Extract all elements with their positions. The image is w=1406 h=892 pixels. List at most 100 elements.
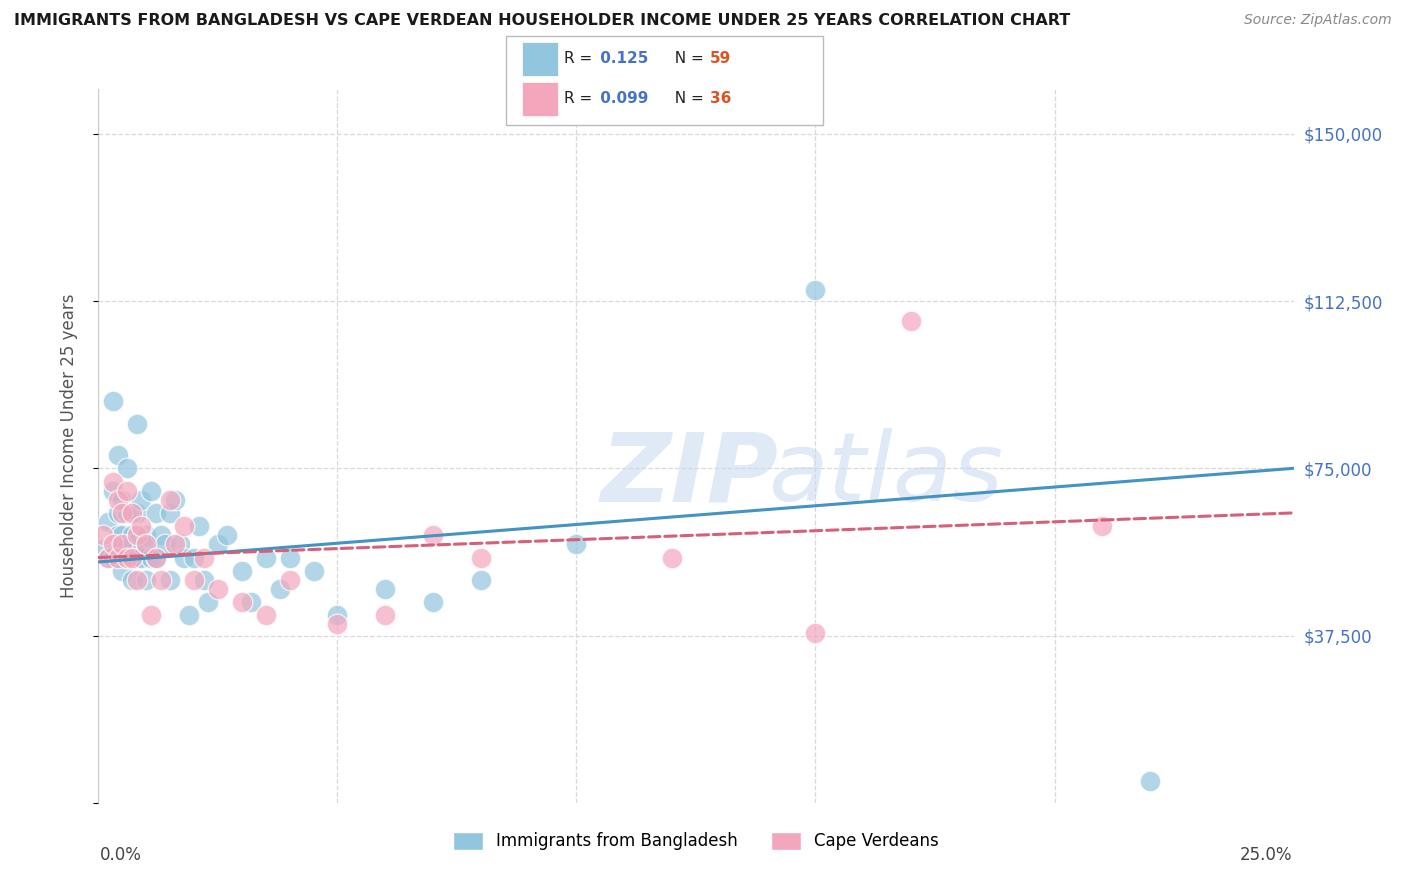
Point	[115, 506, 138, 520]
Point	[125, 573, 148, 587]
Point	[231, 564, 253, 578]
Point	[101, 550, 124, 565]
Text: 59: 59	[710, 51, 731, 66]
Point	[422, 595, 444, 609]
Point	[163, 537, 186, 551]
Point	[131, 519, 153, 533]
Point	[269, 582, 291, 596]
Text: R =: R =	[564, 51, 598, 66]
Point	[145, 506, 167, 520]
Y-axis label: Householder Income Under 25 years: Householder Income Under 25 years	[59, 293, 77, 599]
Point	[121, 537, 143, 551]
Point	[470, 573, 492, 587]
Point	[139, 550, 162, 565]
Point	[135, 537, 157, 551]
Point	[135, 537, 157, 551]
Point	[254, 550, 277, 565]
Point	[97, 550, 120, 565]
Text: 0.0%: 0.0%	[100, 846, 142, 863]
Point	[179, 608, 201, 623]
Text: 25.0%: 25.0%	[1240, 846, 1292, 863]
Point	[149, 573, 172, 587]
Point	[121, 550, 143, 565]
Point	[131, 550, 153, 565]
Point	[804, 626, 827, 640]
Point	[115, 483, 138, 498]
Point	[155, 537, 177, 551]
Point	[115, 550, 138, 565]
Text: N =: N =	[665, 51, 709, 66]
Text: 36: 36	[710, 91, 731, 106]
Point	[91, 528, 114, 542]
Text: N =: N =	[665, 91, 709, 106]
Point	[111, 492, 134, 507]
Legend: Immigrants from Bangladesh, Cape Verdeans: Immigrants from Bangladesh, Cape Verdean…	[444, 823, 948, 859]
Point	[422, 528, 444, 542]
Point	[326, 617, 349, 632]
Point	[97, 515, 120, 529]
Point	[197, 595, 219, 609]
Point	[131, 492, 153, 507]
Point	[278, 550, 301, 565]
Point	[193, 573, 215, 587]
Point	[149, 528, 172, 542]
Point	[101, 483, 124, 498]
Point	[125, 506, 148, 520]
Point	[135, 528, 157, 542]
Point	[173, 519, 195, 533]
Point	[145, 550, 167, 565]
Point	[240, 595, 263, 609]
Text: IMMIGRANTS FROM BANGLADESH VS CAPE VERDEAN HOUSEHOLDER INCOME UNDER 25 YEARS COR: IMMIGRANTS FROM BANGLADESH VS CAPE VERDE…	[14, 13, 1070, 29]
Point	[139, 483, 162, 498]
Point	[107, 506, 129, 520]
Point	[115, 550, 138, 565]
Point	[217, 528, 239, 542]
Text: 0.099: 0.099	[595, 91, 648, 106]
Point	[107, 550, 129, 565]
Point	[111, 528, 134, 542]
Point	[207, 537, 229, 551]
Point	[470, 550, 492, 565]
Point	[1091, 519, 1114, 533]
Point	[125, 550, 148, 565]
Point	[101, 475, 124, 489]
Point	[115, 461, 138, 475]
Point	[254, 608, 277, 623]
Text: Source: ZipAtlas.com: Source: ZipAtlas.com	[1244, 13, 1392, 28]
Point	[97, 550, 120, 565]
Text: R =: R =	[564, 91, 598, 106]
Point	[145, 550, 167, 565]
Point	[135, 573, 157, 587]
Point	[804, 283, 827, 297]
Point	[1139, 773, 1161, 788]
Point	[278, 573, 301, 587]
Point	[159, 573, 181, 587]
Point	[169, 537, 191, 551]
Point	[374, 582, 396, 596]
Point	[374, 608, 396, 623]
Point	[159, 506, 181, 520]
Point	[900, 314, 922, 328]
Point	[125, 528, 148, 542]
Point	[183, 573, 205, 587]
Point	[91, 541, 114, 556]
Point	[111, 564, 134, 578]
Point	[661, 550, 683, 565]
Point	[101, 537, 124, 551]
Point	[121, 573, 143, 587]
Point	[115, 537, 138, 551]
Point	[107, 528, 129, 542]
Point	[125, 417, 148, 431]
Point	[231, 595, 253, 609]
Text: atlas: atlas	[768, 428, 1002, 521]
Point	[107, 492, 129, 507]
Point	[207, 582, 229, 596]
Point	[121, 528, 143, 542]
Point	[111, 537, 134, 551]
Point	[565, 537, 588, 551]
Point	[173, 550, 195, 565]
Point	[159, 492, 181, 507]
Point	[111, 506, 134, 520]
Text: 0.125: 0.125	[595, 51, 648, 66]
Point	[121, 506, 143, 520]
